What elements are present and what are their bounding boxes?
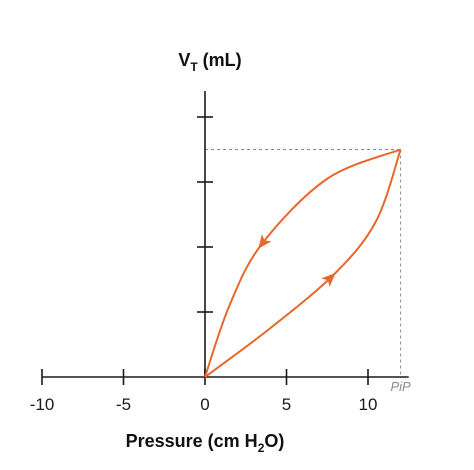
y-axis-title-tail: (mL)	[198, 50, 242, 70]
y-axis-title: VT (mL)	[178, 50, 241, 74]
x-tick-label: 5	[282, 395, 291, 414]
y-axis-title-main: V	[178, 50, 190, 70]
x-tick-label: -5	[116, 395, 131, 414]
x-axis-title-main: Pressure (cm H	[126, 431, 258, 451]
y-axis-title-subscript: T	[190, 60, 198, 74]
x-tick-label: 0	[200, 395, 209, 414]
expiration-curve	[204, 148, 401, 378]
x-ticks: -10 -5 0 5 10	[30, 369, 378, 414]
inspiration-curve	[204, 149, 402, 378]
axes	[42, 91, 409, 378]
x-tick-label: 10	[359, 395, 378, 414]
x-axis-title-subscript: 2	[258, 441, 265, 455]
x-axis-title: Pressure (cm H2O)	[126, 431, 285, 455]
inspiration-arrow	[321, 273, 336, 288]
pip-guide-lines	[205, 149, 402, 377]
loop-curves	[204, 148, 402, 378]
y-ticks	[197, 116, 213, 313]
pip-label: PiP	[390, 379, 411, 394]
x-tick-label: -10	[30, 395, 55, 414]
expiration-arrow	[258, 234, 272, 249]
x-axis-title-tail: O)	[264, 431, 284, 451]
